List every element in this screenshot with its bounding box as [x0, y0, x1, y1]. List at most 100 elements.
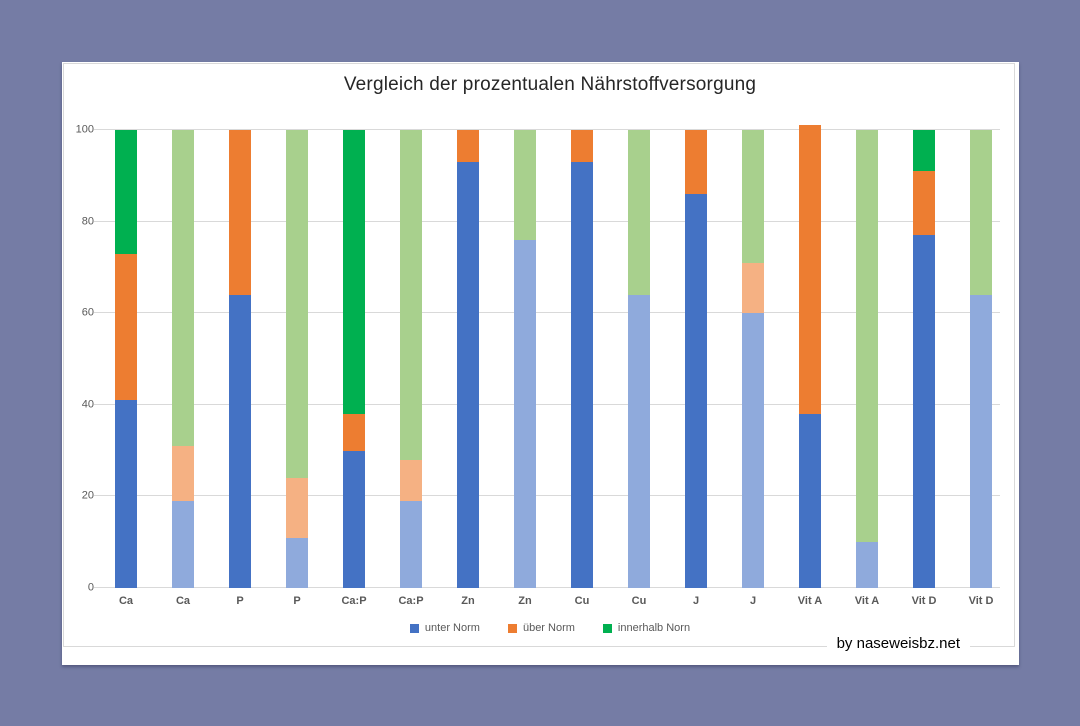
bar-segment-green: [115, 130, 137, 254]
bar-ca-p-5: [343, 130, 365, 588]
bar-segment-blue: [343, 450, 365, 588]
bar-segment-orange: [457, 130, 479, 163]
legend-swatch-icon: [507, 623, 517, 633]
bar-segment-green: [400, 130, 422, 460]
x-axis-category-label: Ca:P: [341, 595, 367, 607]
bar-segment-blue: [457, 162, 479, 588]
gridline: [94, 312, 1000, 314]
bar-vit-a-14: [856, 130, 878, 588]
bar-j-12: [742, 130, 764, 588]
bar-segment-orange: [799, 125, 821, 414]
bar-segment-orange: [172, 446, 194, 501]
bar-segment-green: [286, 130, 308, 479]
bar-segment-orange: [685, 130, 707, 195]
bar-ca-p-6: [400, 130, 422, 588]
bar-zn-8: [514, 130, 536, 588]
chart-frame: [63, 63, 1015, 647]
x-axis-category-label: Zn: [461, 595, 475, 607]
legend-swatch-icon: [602, 623, 612, 633]
bar-segment-blue: [286, 537, 308, 588]
legend-item-label: unter Norm: [424, 622, 480, 634]
legend: unter Norm über Norm innerhalb Norn: [100, 620, 1000, 636]
x-axis-category-label: Ca: [118, 595, 134, 607]
x-axis-category-label: Zn: [518, 595, 532, 607]
bar-segment-blue: [172, 500, 194, 588]
bar-segment-green: [172, 130, 194, 447]
bar-segment-blue: [571, 162, 593, 588]
bar-segment-orange: [400, 459, 422, 501]
bar-segment-orange: [115, 253, 137, 401]
y-axis-tick-label: 60: [81, 306, 94, 319]
x-axis-category-label: Vit D: [911, 595, 937, 607]
x-axis-category-label: J: [749, 595, 757, 607]
bar-segment-orange: [742, 262, 764, 314]
x-axis-category-label: Cu: [631, 595, 647, 607]
bar-segment-green: [742, 130, 764, 263]
gridline: [94, 495, 1000, 497]
legend-swatch-icon: [409, 623, 419, 633]
bar-segment-orange: [571, 130, 593, 163]
bar-segment-green: [970, 130, 992, 295]
legend-item: unter Norm: [409, 622, 480, 634]
bar-segment-blue: [799, 413, 821, 588]
bar-segment-orange: [286, 478, 308, 538]
bar-segment-orange: [913, 171, 935, 236]
bar-segment-orange: [343, 413, 365, 451]
x-axis-category-label: Vit A: [854, 595, 880, 607]
x-axis-category-label: Vit D: [968, 595, 994, 607]
bar-vit-d-16: [970, 130, 992, 588]
bar-p-4: [286, 130, 308, 588]
bar-segment-green: [856, 130, 878, 543]
credit-text: by naseweisbz.net: [826, 635, 970, 652]
x-axis-category-label: P: [236, 595, 244, 607]
bar-segment-green: [628, 130, 650, 295]
legend-item-label: über Norm: [522, 622, 575, 634]
legend-item-label: innerhalb Norn: [617, 622, 691, 634]
y-axis-tick-label: 20: [81, 489, 94, 502]
bar-j-11: [685, 130, 707, 588]
chart-title: Vergleich der prozentualen Nährstoffvers…: [343, 74, 757, 95]
bar-segment-green: [343, 130, 365, 414]
worksheet-panel: Vergleich der prozentualen Nährstoffvers…: [62, 62, 1019, 665]
x-axis-category-label: Ca:P: [398, 595, 424, 607]
x-axis-category-label: P: [293, 595, 301, 607]
y-axis-tick-label: 80: [81, 215, 94, 228]
y-axis-tick-label: 40: [81, 398, 94, 411]
bar-segment-green: [913, 130, 935, 172]
gridline: [94, 220, 1000, 222]
plot-area: [94, 125, 1000, 588]
x-axis-category-label: Cu: [574, 595, 590, 607]
bar-ca-2: [172, 130, 194, 588]
x-axis-category-label: Ca: [175, 595, 191, 607]
bar-segment-blue: [514, 239, 536, 588]
bar-segment-blue: [742, 313, 764, 588]
bar-segment-blue: [628, 294, 650, 588]
x-axis-category-label: J: [692, 595, 700, 607]
bar-cu-9: [571, 130, 593, 588]
y-axis-tick-label: 100: [75, 123, 94, 136]
y-axis: 0 20 40 60 80 100: [62, 124, 94, 593]
bar-segment-blue: [229, 294, 251, 588]
bar-segment-orange: [229, 130, 251, 295]
bar-segment-blue: [115, 400, 137, 588]
bar-cu-10: [628, 130, 650, 588]
bar-segment-blue: [913, 235, 935, 588]
bar-segment-blue: [970, 294, 992, 588]
bar-vit-a-13: [799, 125, 821, 588]
bar-ca-1: [115, 130, 137, 588]
legend-item: innerhalb Norn: [602, 622, 691, 634]
x-axis-category-label: Vit A: [797, 595, 823, 607]
bar-zn-7: [457, 130, 479, 588]
x-axis: Ca Ca P P Ca:P Ca:P Zn Zn Cu Cu J J Vit A Vit A Vit D V…: [100, 595, 1000, 611]
gridline: [94, 129, 1000, 130]
bar-segment-blue: [685, 194, 707, 588]
bar-segment-blue: [856, 542, 878, 588]
gridline: [94, 403, 1000, 405]
y-axis-tick-label: 0: [87, 581, 94, 594]
bar-p-3: [229, 130, 251, 588]
bar-segment-green: [514, 130, 536, 240]
legend-item: über Norm: [507, 622, 575, 634]
gridline: [94, 587, 1000, 588]
bar-vit-d-15: [913, 130, 935, 588]
